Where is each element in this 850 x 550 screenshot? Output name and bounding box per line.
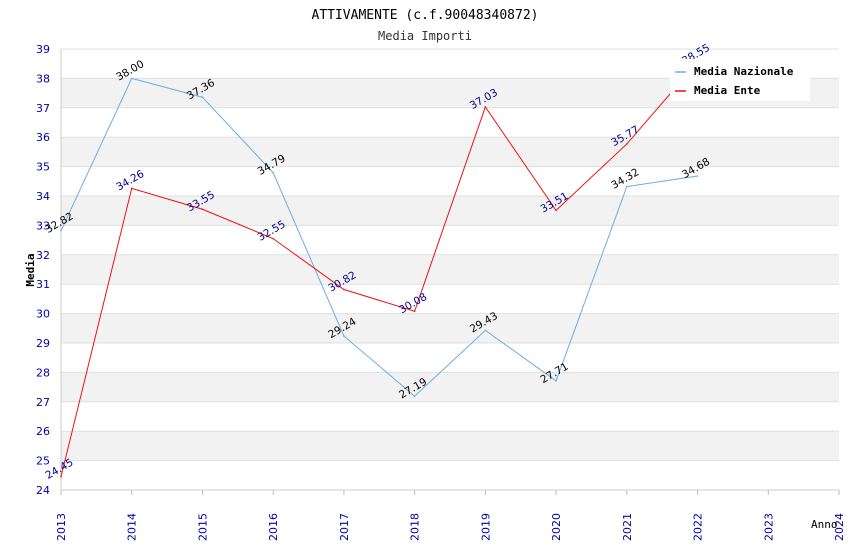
series-line-1 [60, 61, 698, 477]
series-layer [60, 61, 699, 478]
data-point [60, 475, 62, 478]
legend-label-media-nazionale: Media Nazionale [694, 65, 794, 78]
y-tick-label: 24 [36, 484, 50, 497]
x-tick-label: 2020 [550, 513, 563, 541]
data-point [272, 237, 274, 240]
x-tick-label: 2019 [479, 513, 492, 541]
y-tick-label: 33 [36, 219, 50, 232]
data-point [696, 175, 699, 177]
data-point [626, 143, 628, 145]
y-tick-label: 31 [36, 278, 50, 291]
x-tick-label: 2022 [692, 513, 705, 541]
data-point [201, 96, 204, 99]
x-tick-label: 2016 [267, 513, 280, 541]
data-point [201, 208, 204, 211]
data-point [343, 335, 345, 337]
data-label: 34.32 [609, 166, 641, 191]
data-point [272, 171, 274, 174]
x-tick-label: 2024 [833, 513, 846, 541]
x-tick-label: 2018 [409, 513, 422, 541]
y-tick-label: 32 [36, 249, 50, 262]
y-axis-ticks: 24 25 26 27 28 29 30 31 32 33 34 35 36 37 38 39 [36, 43, 50, 497]
data-point [484, 329, 487, 332]
grid-band [61, 196, 839, 226]
y-tick-label: 38 [36, 72, 50, 85]
data-point [626, 185, 628, 188]
x-tick-label: 2015 [196, 513, 209, 541]
grid-band [61, 313, 839, 343]
x-axis-label: Anno [811, 518, 838, 531]
legend-background [670, 59, 810, 101]
data-point [343, 288, 345, 291]
y-tick-label: 25 [36, 455, 50, 468]
data-point [413, 395, 416, 398]
data-point [555, 209, 557, 212]
grid-band [61, 254, 839, 285]
legend-label-media-ente: Media Ente [694, 84, 761, 97]
data-label: 32.82 [43, 210, 75, 235]
data-point [60, 229, 62, 232]
x-axis-ticks: 2013 2014 2015 2016 2017 2018 2019 2020 2021 2022… [55, 513, 846, 541]
series-line-0 [60, 77, 698, 397]
x-tick-label: 2021 [621, 513, 634, 541]
data-point [130, 77, 133, 80]
y-tick-label: 27 [36, 396, 50, 409]
y-axis-label: Media [24, 253, 37, 286]
y-tick-label: 30 [36, 308, 50, 321]
y-tick-label: 37 [36, 102, 50, 115]
y-tick-label: 28 [36, 366, 50, 379]
grid-band [61, 372, 839, 402]
x-tick-label: 2013 [55, 513, 68, 541]
data-point [484, 106, 487, 108]
x-tick-label: 2017 [338, 513, 351, 541]
chart-title: ATTIVAMENTE (c.f.90048340872) [312, 8, 539, 23]
y-tick-label: 26 [36, 425, 50, 438]
data-point [130, 187, 133, 190]
data-point [413, 310, 416, 313]
chart-subtitle: Media Importi [378, 29, 472, 43]
grid-band [61, 137, 839, 167]
x-tick-label: 2023 [762, 513, 775, 541]
data-point [555, 380, 557, 382]
y-tick-label: 39 [36, 43, 50, 56]
y-tick-label: 29 [36, 337, 50, 350]
y-tick-label: 34 [36, 190, 50, 203]
grid-bands [61, 78, 839, 461]
data-label: 30.08 [397, 291, 429, 316]
y-tick-label: 35 [36, 161, 50, 174]
legend: Media Nazionale Media Ente [670, 59, 810, 101]
grid-lines [60, 48, 840, 495]
x-tick-label: 2014 [126, 513, 139, 541]
data-label: 34.26 [114, 168, 146, 194]
grid-band [61, 431, 839, 461]
y-tick-label: 36 [36, 131, 50, 144]
